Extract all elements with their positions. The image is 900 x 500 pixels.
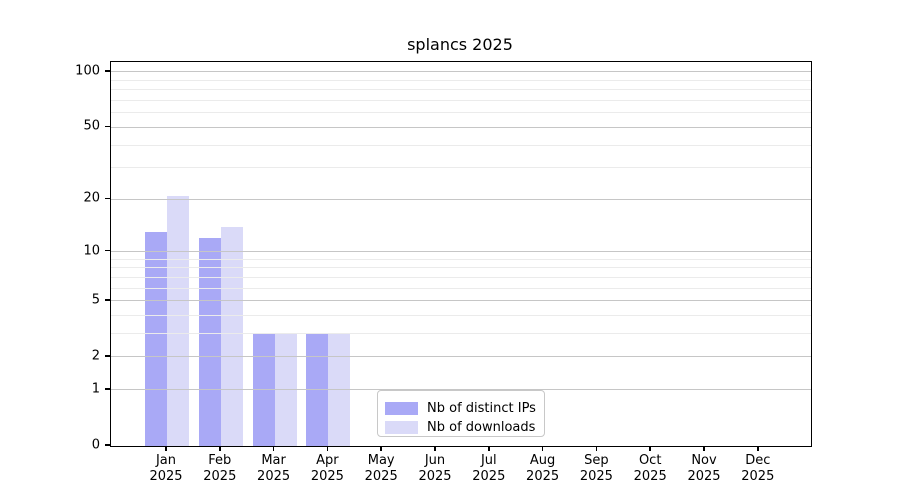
x-tick-mark <box>434 447 436 451</box>
y-tick-mark <box>105 444 110 446</box>
x-tick-label-jan: Jan 2025 <box>136 453 196 484</box>
y-tick-mark <box>105 70 110 72</box>
x-tick-label-jun: Jun 2025 <box>405 453 465 484</box>
y-tick-label: 100 <box>75 63 100 79</box>
legend-item-distinct-ips: Nb of distinct IPs <box>378 399 544 418</box>
year-label: 2025 <box>310 468 344 484</box>
x-tick-mark <box>219 447 221 451</box>
legend-item-downloads: Nb of downloads <box>378 418 544 437</box>
legend-swatch <box>385 421 418 434</box>
y-tick-label: 2 <box>91 348 100 364</box>
x-tick-label-may: May 2025 <box>351 453 411 484</box>
x-tick-mark <box>703 447 705 451</box>
legend-swatch <box>385 402 418 415</box>
month-label: Apr <box>316 453 339 468</box>
y-axis: 0 1 2 5 10 20 50 100 <box>0 61 110 453</box>
y-tick-label: 20 <box>83 190 100 206</box>
bar-jan-downloads <box>167 195 189 446</box>
x-tick-label-nov: Nov 2025 <box>674 453 734 484</box>
year-label: 2025 <box>579 468 613 484</box>
chart-title: splancs 2025 <box>407 35 513 54</box>
y-tick-mark <box>105 125 110 128</box>
legend-label: Nb of downloads <box>427 420 536 435</box>
month-label: Mar <box>261 453 286 468</box>
year-label: 2025 <box>687 468 721 484</box>
x-tick-mark <box>380 447 382 451</box>
year-label: 2025 <box>149 468 183 484</box>
x-tick-mark <box>326 447 329 451</box>
bar-mar-downloads <box>274 333 297 446</box>
x-tick-label-dec: Dec 2025 <box>728 453 788 484</box>
y-tick-mark <box>105 249 110 252</box>
x-tick-label-sep: Sep 2025 <box>566 453 626 484</box>
y-tick-label: 0 <box>91 437 100 453</box>
legend: Nb of distinct IPs Nb of downloads <box>377 390 545 437</box>
x-tick-label-jul: Jul 2025 <box>459 453 519 484</box>
x-tick-mark <box>488 447 490 451</box>
bar-mar-distinct-ips <box>252 333 275 446</box>
y-tick-mark <box>105 355 110 357</box>
x-tick-label-aug: Aug 2025 <box>513 453 573 484</box>
y-tick-label: 10 <box>83 243 100 259</box>
year-label: 2025 <box>526 468 560 484</box>
year-label: 2025 <box>203 468 237 484</box>
x-tick-label-oct: Oct 2025 <box>620 453 680 484</box>
y-tick-label: 50 <box>83 118 100 134</box>
month-label: Oct <box>638 453 662 468</box>
year-label: 2025 <box>472 468 506 484</box>
x-tick-label-apr: Apr 2025 <box>297 453 357 484</box>
month-label: Jun <box>424 453 446 468</box>
month-label: Nov <box>691 453 717 468</box>
bars-layer <box>111 62 811 446</box>
month-label: Aug <box>529 453 556 468</box>
year-label: 2025 <box>364 468 398 484</box>
x-tick-label-mar: Mar 2025 <box>244 453 304 484</box>
x-tick-mark <box>757 447 759 451</box>
legend-label: Nb of distinct IPs <box>427 401 536 416</box>
x-tick-mark <box>595 447 598 451</box>
x-tick-mark <box>649 447 651 451</box>
month-label: Jan <box>155 453 177 468</box>
month-label: Feb <box>208 453 232 468</box>
x-axis: Jan 2025 Feb 2025 Mar 2025 Apr 2025 May 2025 Jun 20… <box>110 446 810 496</box>
x-tick-label-feb: Feb 2025 <box>190 453 250 484</box>
year-label: 2025 <box>257 468 291 484</box>
x-tick-mark <box>272 447 275 451</box>
month-label: Dec <box>745 453 771 468</box>
year-label: 2025 <box>633 468 667 484</box>
x-tick-mark <box>541 447 544 451</box>
year-label: 2025 <box>741 468 775 484</box>
y-tick-label: 5 <box>91 292 100 308</box>
bar-jan-distinct-ips <box>145 232 167 446</box>
y-tick-mark <box>105 388 110 390</box>
bar-apr-distinct-ips <box>306 333 329 446</box>
bar-feb-downloads <box>220 226 243 446</box>
bar-apr-downloads <box>328 333 351 446</box>
bar-feb-distinct-ips <box>198 238 221 446</box>
y-tick-mark <box>105 299 110 301</box>
year-label: 2025 <box>418 468 452 484</box>
y-tick-mark <box>105 197 110 200</box>
x-tick-mark <box>165 447 167 451</box>
month-label: Sep <box>584 453 609 468</box>
month-label: Jul <box>480 453 497 468</box>
month-label: May <box>367 453 395 468</box>
y-tick-label: 1 <box>91 381 100 397</box>
